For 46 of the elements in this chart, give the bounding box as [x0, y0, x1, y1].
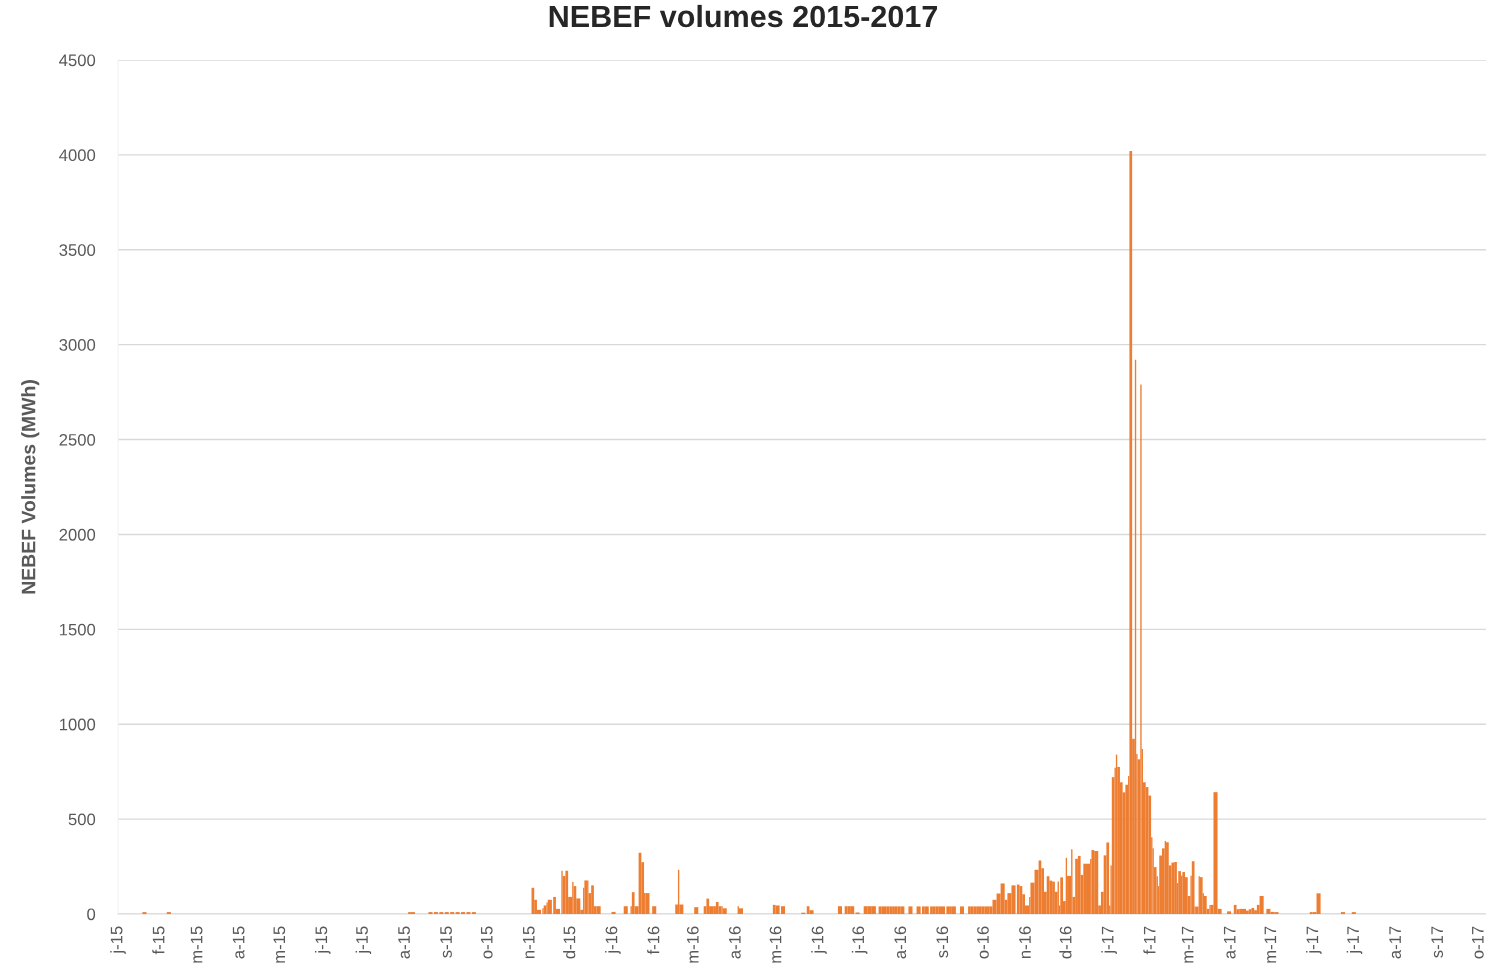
y-tick-label: 3500: [59, 244, 96, 256]
x-tick-label: m-17: [1181, 926, 1194, 963]
x-tick-label: j-17: [1306, 926, 1322, 954]
y-tick-label: 3000: [59, 339, 96, 351]
y-tick-label: 4000: [59, 149, 96, 162]
x-tick-label: m-16: [769, 926, 782, 963]
chart-title: NEBEF volumes 2015-2017: [549, 4, 937, 28]
x-tick-label: n-15: [523, 926, 535, 959]
x-tick-label: m-17: [1264, 926, 1277, 963]
y-tick-label: 1500: [59, 623, 96, 636]
x-tick-label: m-15: [190, 926, 203, 963]
x-tick-label: s-16: [936, 926, 949, 958]
x-tick-label: f-15: [152, 926, 165, 955]
x-tick-label: j-15: [110, 926, 126, 954]
y-tick-label: 2500: [59, 433, 96, 446]
x-tick-label: f-17: [1143, 926, 1156, 955]
x-tick-label: a-15: [398, 926, 410, 959]
y-tick-label: 0: [87, 908, 96, 921]
x-tick-label: o-17: [1472, 926, 1484, 959]
x-tick-label: s-17: [1431, 926, 1444, 958]
x-tick-label: j-15: [355, 926, 372, 954]
x-tick-label: d-16: [1059, 926, 1072, 959]
x-tick-label: j-16: [851, 926, 868, 954]
y-tick-label: 2000: [59, 528, 96, 541]
x-tick-label: a-15: [232, 926, 245, 959]
x-tick-label: a-17: [1389, 926, 1401, 959]
x-tick-label: o-16: [977, 926, 989, 959]
x-tick-label: a-16: [894, 926, 907, 959]
x-tick-label: m-16: [686, 926, 699, 963]
x-tick-label: n-16: [1019, 926, 1031, 959]
x-tick-label: j-17: [1101, 926, 1117, 954]
x-tick-label: m-15: [273, 926, 286, 963]
x-tick-label: j-15: [314, 926, 331, 954]
x-tick-label: a-16: [728, 926, 741, 959]
x-tick-label: a-17: [1223, 926, 1236, 959]
x-tick-label: o-15: [480, 926, 493, 959]
y-tick-label: 500: [68, 813, 96, 826]
y-tick-label: 1000: [59, 718, 96, 731]
x-tick-label: d-15: [563, 926, 576, 959]
x-tick-label: j-16: [811, 926, 827, 954]
y-tick-label: 4500: [59, 54, 96, 67]
y-axis-title: NEBEF Volumes (MWh): [21, 380, 40, 594]
x-tick-label: j-17: [1346, 926, 1363, 954]
x-tick-label: s-15: [440, 926, 452, 958]
x-tick-label: f-16: [647, 926, 660, 955]
x-tick-label: j-16: [605, 926, 621, 954]
